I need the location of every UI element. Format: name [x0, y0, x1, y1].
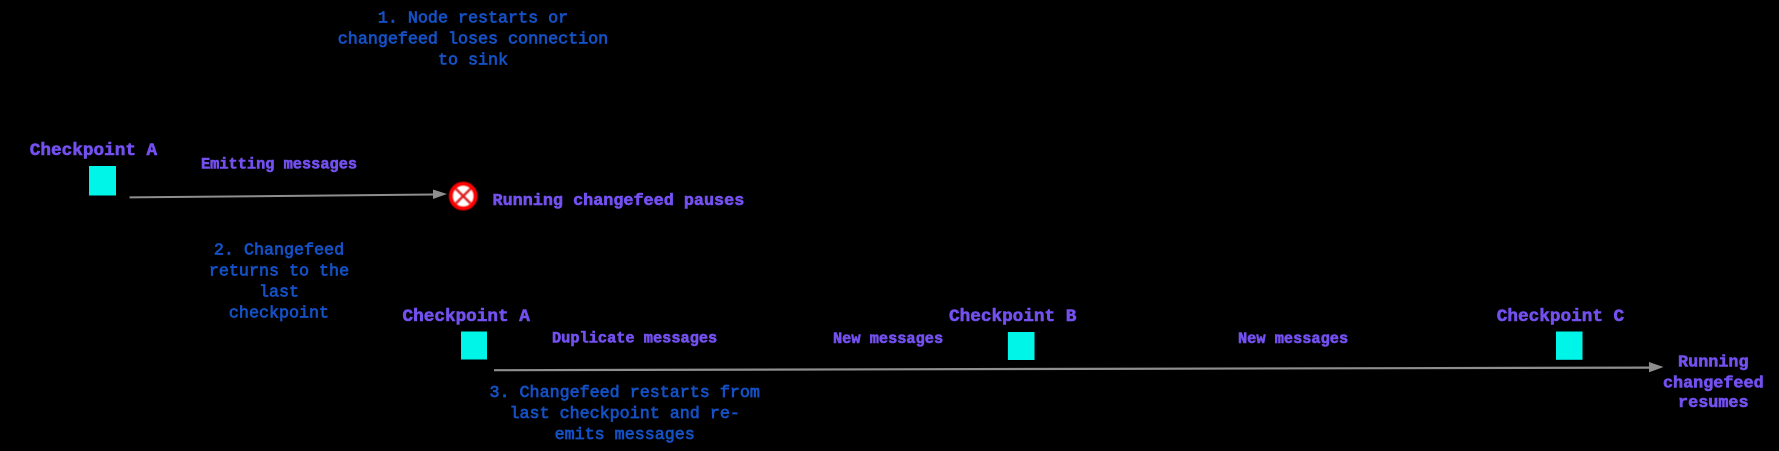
svg-text:Checkpoint A: Checkpoint A	[30, 141, 158, 161]
svg-text:changefeed loses connection: changefeed loses connection	[338, 31, 608, 50]
svg-text:returns to the: returns to the	[209, 263, 349, 282]
svg-text:New messages: New messages	[1238, 330, 1348, 348]
svg-text:Checkpoint B: Checkpoint B	[949, 307, 1077, 327]
svg-text:3. Changefeed restarts from: 3. Changefeed restarts from	[490, 384, 760, 403]
svg-text:checkpoint: checkpoint	[229, 305, 329, 324]
svg-text:to sink: to sink	[438, 52, 508, 71]
svg-text:emits messages: emits messages	[555, 426, 695, 445]
svg-text:Checkpoint A: Checkpoint A	[403, 307, 531, 327]
svg-text:Running changefeed pauses: Running changefeed pauses	[493, 192, 745, 211]
svg-text:Running: Running	[1678, 354, 1749, 373]
svg-text:changefeed: changefeed	[1663, 374, 1764, 393]
svg-text:2. Changefeed: 2. Changefeed	[214, 242, 344, 261]
svg-text:New messages: New messages	[833, 330, 943, 348]
svg-text:last: last	[259, 284, 299, 303]
svg-text:last checkpoint and re-: last checkpoint and re-	[510, 405, 740, 424]
svg-text:Emitting messages: Emitting messages	[201, 155, 357, 173]
svg-text:Checkpoint C: Checkpoint C	[1497, 307, 1625, 327]
svg-text:resumes: resumes	[1678, 394, 1749, 413]
svg-text:Duplicate messages: Duplicate messages	[552, 330, 717, 348]
svg-text:1. Node restarts or: 1. Node restarts or	[378, 10, 568, 29]
